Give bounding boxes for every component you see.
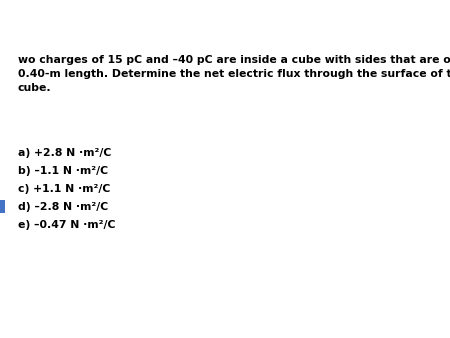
Bar <box>0 200 5 213</box>
Text: d) –2.8 N ·m²/C: d) –2.8 N ·m²/C <box>18 202 108 212</box>
Text: b) –1.1 N ·m²/C: b) –1.1 N ·m²/C <box>18 166 108 176</box>
Text: a) +2.8 N ·m²/C: a) +2.8 N ·m²/C <box>18 148 112 158</box>
Text: c) +1.1 N ·m²/C: c) +1.1 N ·m²/C <box>18 184 110 194</box>
Text: wo charges of 15 pC and –40 pC are inside a cube with sides that are of
0.40-m l: wo charges of 15 pC and –40 pC are insid… <box>18 55 450 93</box>
Text: e) –0.47 N ·m²/C: e) –0.47 N ·m²/C <box>18 220 116 230</box>
